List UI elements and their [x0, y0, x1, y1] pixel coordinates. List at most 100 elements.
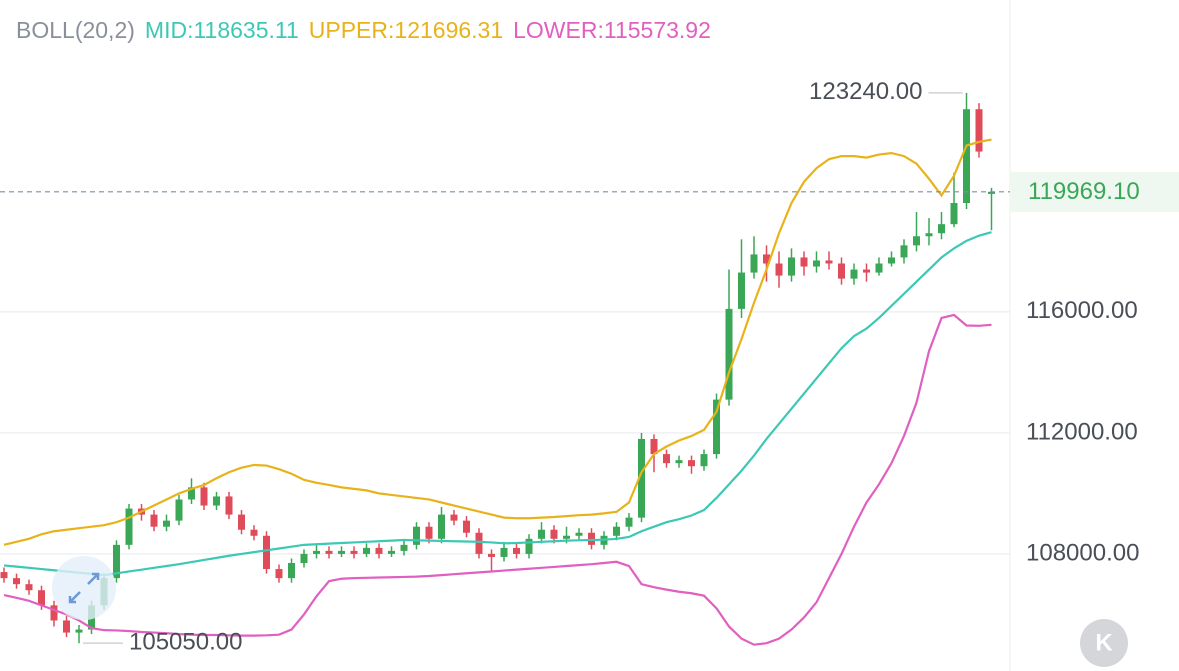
k-button-bg — [1080, 619, 1128, 667]
y-tick-label: 116000.00 — [1026, 297, 1138, 324]
candle-body — [850, 269, 858, 279]
legend-entry: MID:118635.11 — [145, 17, 299, 43]
k-button[interactable]: K — [1080, 619, 1128, 667]
candle-body — [250, 529, 258, 536]
candle-body — [613, 526, 620, 536]
candle-body — [925, 233, 933, 237]
candle-body — [838, 263, 845, 279]
candle-body — [25, 584, 33, 591]
candle-body — [338, 550, 345, 554]
candle-body — [638, 438, 645, 518]
min-label: 105050.00 — [129, 629, 242, 656]
candle-body — [775, 263, 783, 276]
candle-body — [938, 224, 945, 234]
candle-body — [763, 254, 770, 264]
candle-body — [825, 260, 833, 264]
candle-body — [438, 514, 445, 539]
max-label: 123240.00 — [809, 78, 922, 105]
candle-body — [750, 254, 758, 273]
candle-body — [125, 508, 133, 545]
candle-body — [800, 257, 808, 267]
candle-body — [150, 514, 158, 527]
band-line — [3, 313, 992, 646]
y-tick-label: 112000.00 — [1026, 418, 1138, 445]
candle-body — [75, 629, 83, 633]
candle-body — [675, 460, 683, 464]
candle-body — [475, 532, 483, 554]
candle-body — [113, 544, 120, 579]
k-button-label: K — [1095, 629, 1113, 656]
candle-body — [263, 535, 270, 570]
candle-body — [538, 529, 545, 539]
candle-body — [413, 526, 420, 545]
band-line — [3, 138, 992, 546]
y-tick-label: 108000.00 — [1026, 539, 1139, 566]
candle-body — [688, 460, 695, 467]
candle-body — [450, 514, 458, 521]
candle-body — [713, 399, 720, 455]
legend: BOLL(20,2) MID:118635.11 UPPER:121696.31 L… — [16, 17, 711, 43]
candle-body — [38, 590, 45, 606]
candle-body — [913, 236, 920, 246]
candle-body — [900, 245, 908, 258]
candle-body — [13, 578, 20, 585]
candle-body — [500, 547, 508, 557]
candle-body — [213, 496, 220, 506]
candle-body — [288, 562, 295, 579]
candle-body — [200, 487, 208, 506]
candle-body — [813, 260, 820, 267]
candle-body — [238, 514, 245, 530]
candle-body — [875, 263, 883, 273]
candle-body — [975, 109, 983, 152]
candle-body — [950, 202, 958, 225]
candle-body — [663, 454, 670, 464]
candle-body — [488, 553, 495, 557]
candle-body — [888, 257, 895, 264]
candle-body — [188, 487, 195, 500]
candle-body — [275, 569, 283, 579]
candle-body — [513, 547, 520, 554]
candle-body — [463, 520, 470, 533]
candle-body — [175, 499, 183, 521]
candle-body — [50, 605, 58, 621]
legend-entry: LOWER:115573.92 — [513, 17, 711, 43]
candle-body — [400, 544, 408, 551]
candle-body — [575, 532, 583, 536]
expand-icon[interactable] — [52, 556, 116, 620]
candle-body — [363, 547, 370, 554]
candle-body — [963, 109, 970, 203]
indicator-label: BOLL(20,2) — [16, 17, 135, 43]
candle-body — [388, 550, 395, 554]
expand-icon-bg — [52, 556, 116, 620]
candle-body — [550, 529, 558, 539]
current-price-label: 119969.10 — [1028, 178, 1140, 205]
candle-body — [563, 535, 570, 539]
expand-icon-arrows — [68, 572, 100, 604]
candle-body — [375, 547, 383, 554]
candle-body — [788, 257, 795, 276]
legend-entry: UPPER:121696.31 — [309, 17, 503, 43]
candle-body — [313, 550, 320, 554]
candle-body — [425, 526, 433, 539]
candle-body — [863, 269, 870, 273]
candle-body — [588, 532, 595, 545]
candle-body — [650, 438, 658, 455]
candle-body — [163, 520, 170, 527]
candle-body — [0, 572, 8, 579]
candle-body — [300, 553, 308, 563]
candle-body — [325, 550, 333, 554]
candle-body — [225, 496, 233, 515]
band-line — [3, 231, 992, 577]
candle-body — [350, 550, 358, 554]
candle-body — [738, 272, 745, 309]
plot — [0, 92, 1010, 646]
candle-body — [725, 308, 733, 400]
candle-body — [525, 538, 533, 554]
candle-body — [63, 620, 70, 633]
current-price-box — [1010, 171, 1179, 212]
candle-body — [625, 517, 633, 527]
candle-body — [700, 454, 708, 467]
candle-body — [988, 191, 995, 194]
